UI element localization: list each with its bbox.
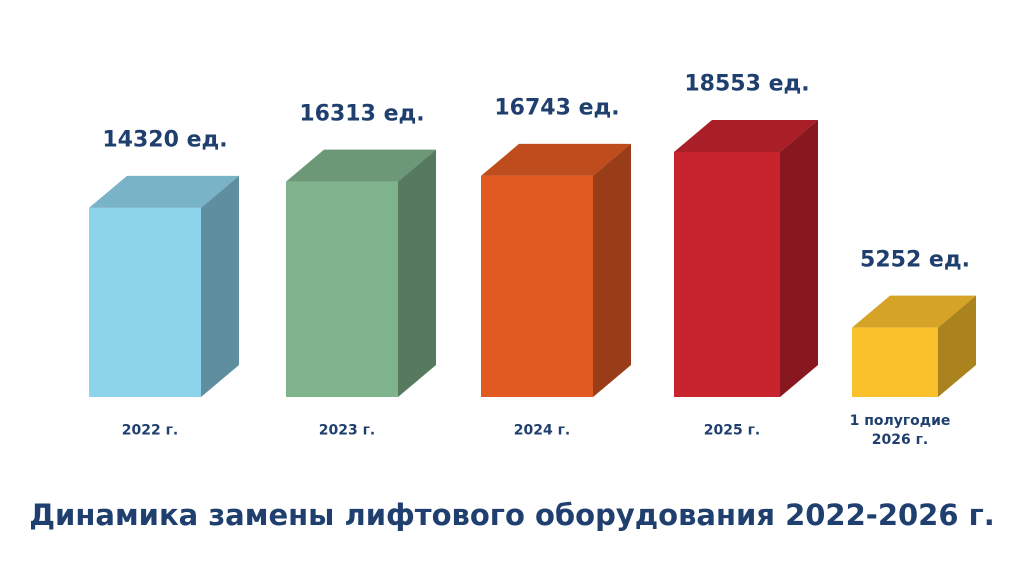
bar-top-shade xyxy=(674,120,818,152)
bar-side-shade xyxy=(593,143,631,397)
bar-side xyxy=(938,295,976,397)
x-tick-label: 1 полугодие 2026 г. xyxy=(849,413,951,448)
bar xyxy=(286,181,398,397)
bar-side-shade xyxy=(938,295,976,397)
bar-side-shade xyxy=(201,175,239,397)
chart-title: Динамика замены лифтового оборудования 2… xyxy=(29,498,995,532)
bar-top xyxy=(286,149,436,182)
bar xyxy=(89,207,201,397)
x-tick-label: 2023 г. xyxy=(318,422,376,439)
bar-side-shade xyxy=(780,120,818,397)
bar-side xyxy=(201,175,239,397)
bar-side xyxy=(593,143,631,397)
bar xyxy=(852,327,938,397)
bar-top xyxy=(852,295,976,328)
bar-top-shade xyxy=(89,175,239,208)
bar-top xyxy=(89,175,239,208)
bar-top xyxy=(674,120,818,152)
x-tick-label: 2025 г. xyxy=(703,422,761,439)
value-label: 16743 ед. xyxy=(494,95,620,121)
value-label: 16313 ед. xyxy=(299,101,425,127)
bar-top-shade xyxy=(286,149,436,182)
bar-top-shade xyxy=(852,295,976,328)
value-label: 5252 ед. xyxy=(860,247,970,273)
bar-side-shade xyxy=(398,149,436,397)
bar xyxy=(674,152,780,397)
value-label: 14320 ед. xyxy=(102,127,228,153)
bar-side xyxy=(398,149,436,397)
value-label: 18553 ед. xyxy=(684,71,810,97)
bar xyxy=(481,175,593,397)
x-tick-label: 2022 г. xyxy=(121,422,179,439)
bar-side xyxy=(780,120,818,397)
x-tick-label: 2024 г. xyxy=(513,422,571,439)
bar-top-shade xyxy=(481,143,631,176)
bar-top xyxy=(481,143,631,176)
